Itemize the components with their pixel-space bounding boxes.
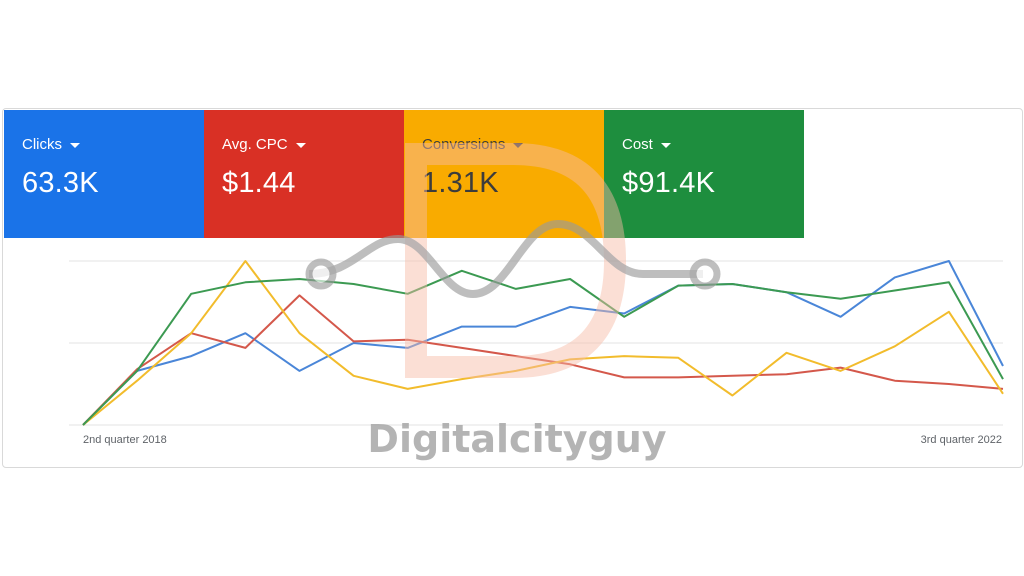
- metric-tiles: Clicks 63.3K Avg. CPC $1.44 Conversions …: [4, 110, 804, 238]
- series-line-1: [82, 260, 1004, 426]
- metric-tile-cost[interactable]: Cost $91.4K: [604, 110, 804, 238]
- series-line-4: [82, 269, 1004, 426]
- x-axis-start-label: 2nd quarter 2018: [83, 434, 167, 446]
- performance-card: Clicks 63.3K Avg. CPC $1.44 Conversions …: [2, 108, 1023, 468]
- metric-tile-avg-cpc[interactable]: Avg. CPC $1.44: [204, 110, 404, 238]
- metric-label-cost: Cost: [622, 136, 653, 153]
- x-axis-end-label: 3rd quarter 2022: [921, 434, 1002, 446]
- metric-header: Conversions: [422, 136, 604, 153]
- metric-value-cost: $91.4K: [622, 167, 716, 199]
- metric-header: Cost: [622, 136, 804, 153]
- metric-header: Avg. CPC: [222, 136, 404, 153]
- metric-value-clicks: 63.3K: [22, 167, 99, 199]
- metric-value-avg-cpc: $1.44: [222, 167, 296, 199]
- metric-label-clicks: Clicks: [22, 136, 62, 153]
- watermark-text: Digitalcityguy: [367, 417, 666, 461]
- metric-tile-clicks[interactable]: Clicks 63.3K: [4, 110, 204, 238]
- series-layer: [82, 260, 1004, 426]
- metric-value-conversions: 1.31K: [422, 167, 499, 199]
- watermark: Digitalcityguy: [305, 143, 721, 461]
- series-line-2: [82, 294, 1004, 426]
- line-chart: 2nd quarter 2018 3rd quarter 2022 Digita…: [69, 143, 1004, 461]
- metric-header: Clicks: [22, 136, 204, 153]
- metric-tile-conversions[interactable]: Conversions 1.31K: [404, 110, 604, 238]
- caret-down-icon[interactable]: [513, 142, 524, 148]
- caret-down-icon[interactable]: [70, 142, 80, 148]
- caret-down-icon[interactable]: [295, 142, 306, 148]
- d-logo-icon: [305, 143, 721, 378]
- series-line-3: [82, 260, 1004, 426]
- metric-label-conversions: Conversions: [422, 136, 506, 153]
- caret-down-icon[interactable]: [660, 142, 671, 148]
- metric-label-avg-cpc: Avg. CPC: [222, 136, 288, 153]
